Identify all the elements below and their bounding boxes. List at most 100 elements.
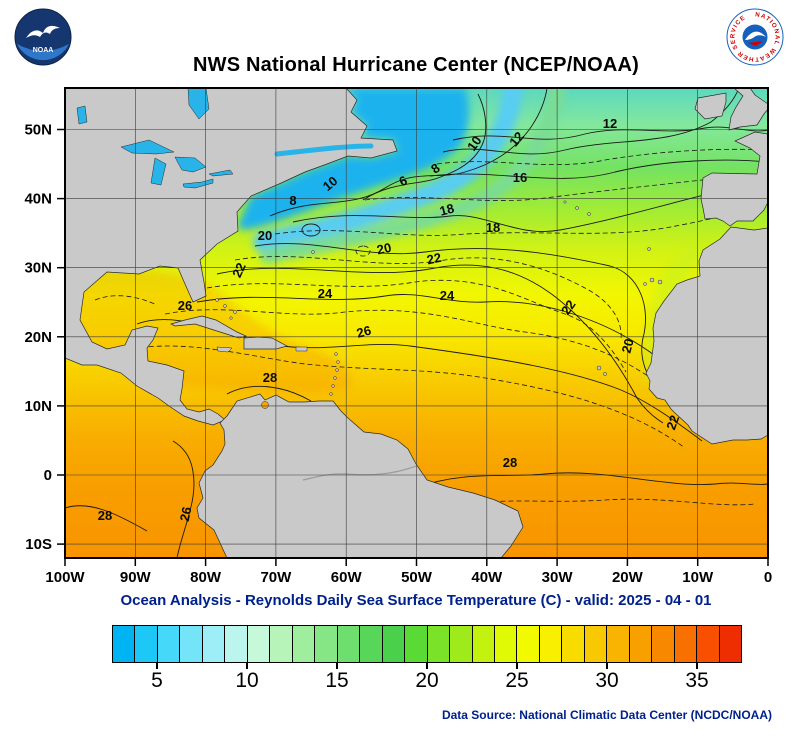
colorbar-cell	[450, 626, 473, 662]
cool-band	[260, 88, 565, 264]
colorbar-tick-label: 25	[505, 669, 529, 692]
contour-label: 8	[289, 193, 296, 208]
contour-label: 18	[438, 201, 456, 219]
y-tick-label: 50N	[24, 122, 52, 139]
land-puerto-rico	[295, 346, 308, 352]
contour-label: 28	[503, 455, 517, 470]
colorbar-tick-label: 10	[235, 669, 259, 692]
colorbar-cell	[427, 626, 451, 662]
contour-label: 26	[177, 505, 195, 522]
colorbar-tickmark	[696, 663, 698, 669]
contour-label: 26	[178, 298, 192, 313]
nws-globe-icon	[742, 24, 768, 50]
land-cuba	[170, 315, 248, 339]
colorbar-tick-label: 5	[151, 669, 163, 692]
noaa-logo: NOAA	[14, 8, 72, 66]
contour-label: 24	[318, 286, 333, 301]
colorbar-cell	[405, 626, 428, 662]
contour-label: 26	[355, 323, 373, 341]
y-tick-label: 0	[44, 467, 52, 484]
amazon-river	[302, 465, 417, 481]
colorbar-tick-label: 15	[325, 669, 349, 692]
contour-label: 20	[619, 337, 637, 355]
x-tick-label: 100W	[45, 569, 85, 586]
temperature-colorbar	[112, 625, 742, 663]
colorbar-cell	[517, 626, 540, 662]
colorbar-cell	[472, 626, 495, 662]
colorbar-cell	[382, 626, 406, 662]
x-tick-label: 40W	[471, 569, 503, 586]
colorbar-cell	[157, 626, 181, 662]
colorbar-cell	[629, 626, 653, 662]
lat-lon-gridlines	[65, 88, 768, 558]
colorbar-cell	[225, 626, 248, 662]
colorbar-tick-label: 20	[415, 669, 439, 692]
lake-maracaibo	[261, 401, 269, 409]
y-tick-label: 30N	[24, 260, 52, 277]
contour-label: 12	[603, 116, 617, 131]
contour-label: 24	[440, 288, 455, 303]
colorbar-cell	[135, 626, 158, 662]
colorbar-tickmark	[156, 663, 158, 669]
noaa-logo-wave	[17, 44, 69, 61]
x-tick-label: 90W	[120, 569, 152, 586]
colorbar-cell	[584, 626, 608, 662]
noaa-bird-icon	[26, 25, 60, 38]
x-tick-label: 60W	[331, 569, 363, 586]
lakes	[76, 88, 374, 409]
x-tick-label: 50W	[401, 569, 433, 586]
colorbar-cell	[180, 626, 203, 662]
axis-ticks	[57, 128, 769, 566]
lake-michigan	[150, 157, 167, 186]
colorbar-cell	[607, 626, 630, 662]
colorbar-cell	[247, 626, 271, 662]
contour-label: 22	[425, 250, 442, 268]
colorbar-cell	[719, 626, 742, 662]
colorbar-tickmark	[516, 663, 518, 669]
contour-label: 10	[464, 133, 485, 153]
contour-label: 28	[98, 508, 112, 523]
colorbar-cell	[674, 626, 698, 662]
y-tick-label: 20N	[24, 329, 52, 346]
x-tick-label: 80W	[190, 569, 222, 586]
x-tick-label: 20W	[612, 569, 644, 586]
colorbar-cell	[337, 626, 361, 662]
land-europe-iberia	[700, 131, 768, 227]
colorbar-tickmark	[246, 663, 248, 669]
colorbar-cell	[697, 626, 720, 662]
colorbar-tickmark	[606, 663, 608, 669]
colorbar-tickmark	[426, 663, 428, 669]
land-jamaica	[216, 346, 233, 353]
land-africa	[645, 226, 768, 445]
contour-label: 28	[263, 370, 277, 385]
lake-winnipeg	[76, 105, 88, 125]
contour-label: 22	[663, 413, 682, 432]
noaa-logo-text: NOAA	[33, 47, 54, 54]
james-bay	[187, 88, 210, 120]
contour-label: 22	[558, 297, 579, 317]
cold-wedge-core	[237, 88, 469, 230]
colorbar-tick-label: 30	[595, 669, 619, 692]
nws-flag-icon	[748, 41, 763, 46]
colorbar-cell	[562, 626, 585, 662]
colorbar-cell	[494, 626, 518, 662]
nws-logo: NATIONAL WEATHER SERVICE	[726, 8, 784, 66]
x-tick-label: 30W	[542, 569, 574, 586]
longitude-axis-labels: 100W 90W 80W 70W 60W 50W 40W 30W 20W 10W 0	[45, 569, 772, 586]
y-tick-label: 40N	[24, 191, 52, 208]
data-source-text: Data Source: National Climatic Data Cent…	[441, 708, 772, 722]
colorbar-cell	[202, 626, 226, 662]
land-ireland	[694, 92, 727, 120]
x-tick-label: 10W	[682, 569, 714, 586]
land-south-america	[196, 393, 524, 558]
contour-label: 18	[486, 220, 500, 235]
colorbar-cell	[113, 626, 136, 662]
latitude-axis-labels: 50N 40N 30N 20N 10N 0 10S	[24, 122, 52, 554]
contour-label: 20	[375, 240, 392, 258]
landmasses	[65, 88, 768, 558]
colorbar-tick-label: 35	[685, 669, 709, 692]
y-tick-label: 10S	[25, 536, 52, 553]
colorbar-cell	[360, 626, 383, 662]
